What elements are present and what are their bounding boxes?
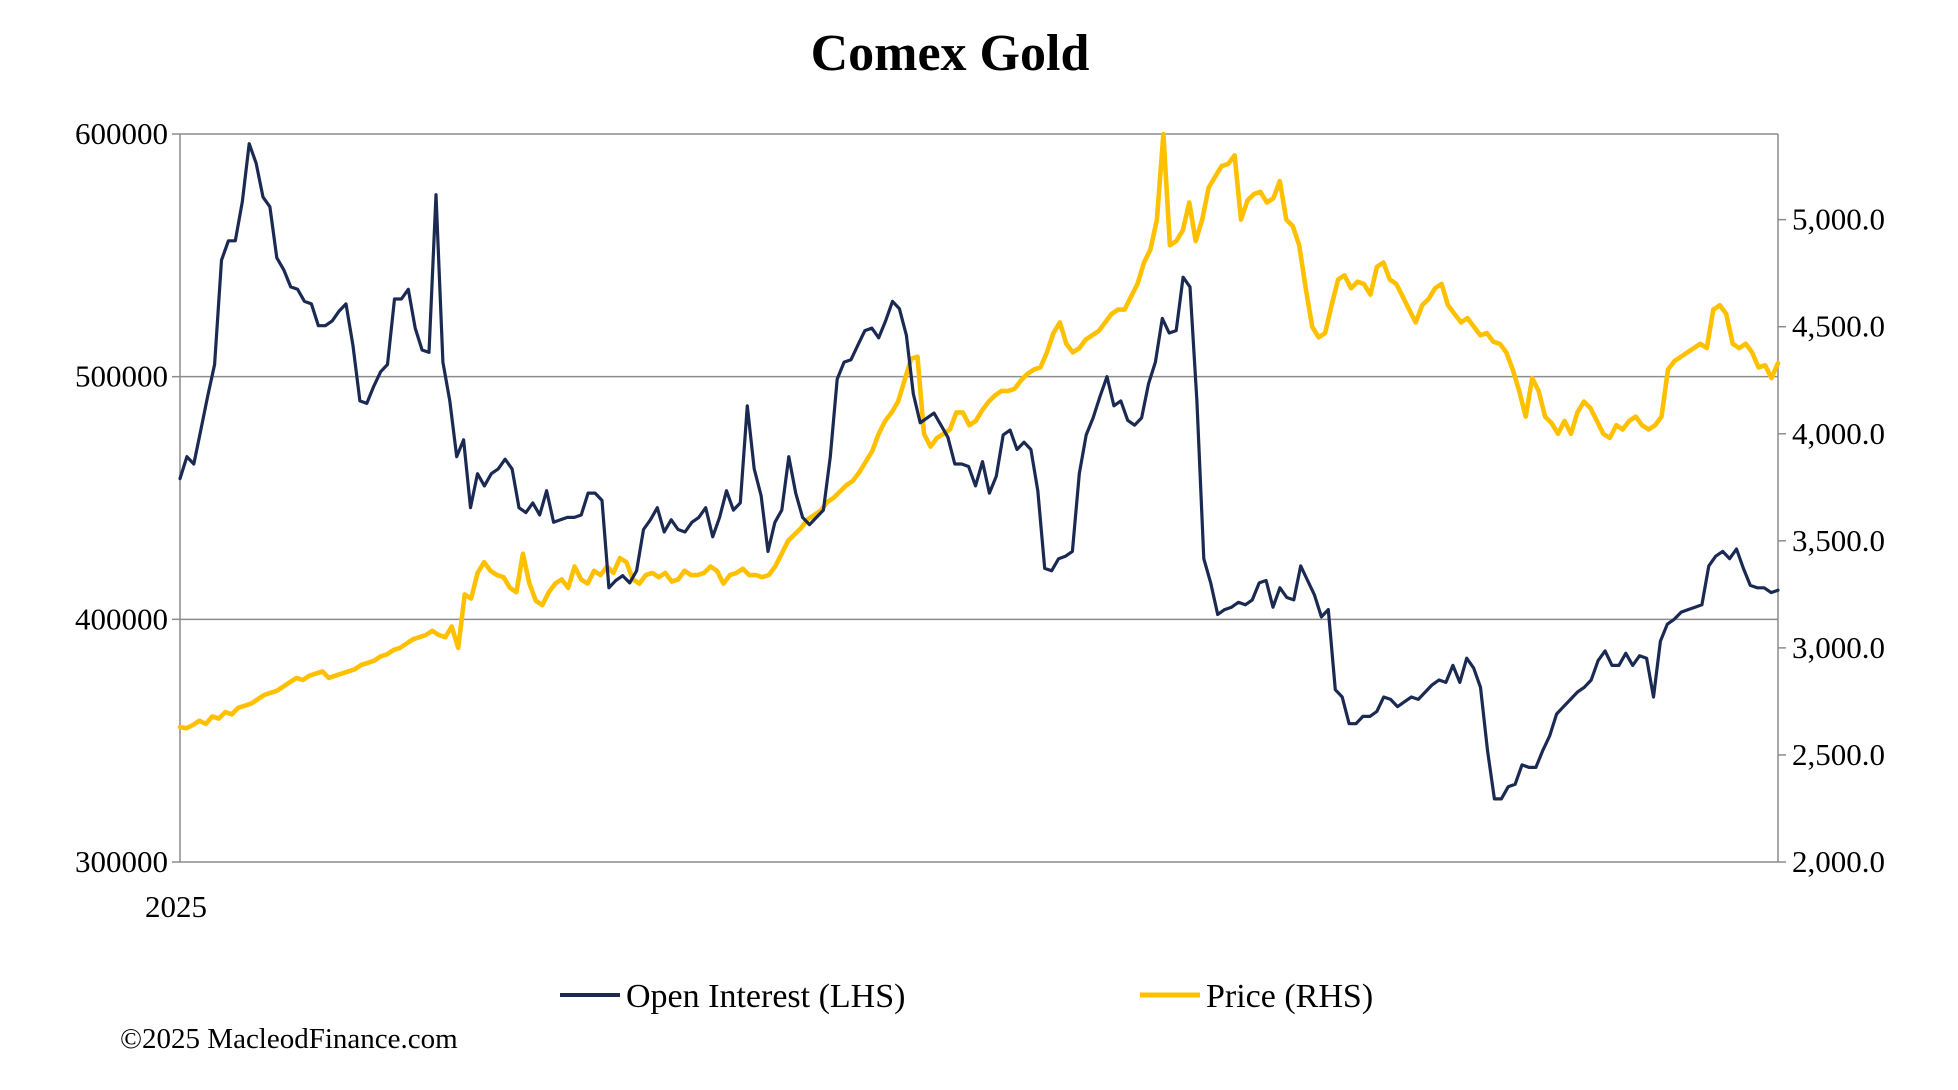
right-axis-ticks: 2,000.0 2,500.0 3,000.0 3,500.0 4,000.0 4,500… [1778, 202, 1885, 879]
legend-label-open-interest: Open Interest (LHS) [626, 978, 905, 1015]
grid-lines [180, 133, 1778, 621]
copyright-footer: ©2025 MacleodFinance.com [120, 1023, 458, 1055]
right-tick-label: 4,000.0 [1792, 416, 1885, 451]
right-tick-label: 3,500.0 [1792, 523, 1885, 558]
right-tick-label: 2,000.0 [1792, 844, 1885, 879]
legend-label-price: Price (RHS) [1206, 978, 1373, 1015]
left-tick-label: 300000 [75, 844, 168, 879]
left-axis-ticks: 300000 400000 500000 600000 [75, 116, 180, 879]
x-start-label: 2025 [145, 889, 207, 924]
right-tick-label: 5,000.0 [1792, 202, 1885, 237]
left-tick-label: 600000 [75, 116, 168, 151]
left-tick-label: 500000 [75, 359, 168, 394]
series-layer [177, 131, 1781, 801]
axes [179, 134, 1779, 863]
series-line-price [177, 131, 1781, 731]
left-tick-label: 400000 [75, 601, 168, 636]
right-tick-label: 2,500.0 [1792, 737, 1885, 772]
series-line-open-interest [178, 142, 1780, 801]
legend: Open Interest (LHS) Price (RHS) [560, 978, 1373, 1015]
right-tick-label: 4,500.0 [1792, 309, 1885, 344]
right-tick-label: 3,000.0 [1792, 630, 1885, 665]
chart-title: Comex Gold [811, 25, 1090, 82]
